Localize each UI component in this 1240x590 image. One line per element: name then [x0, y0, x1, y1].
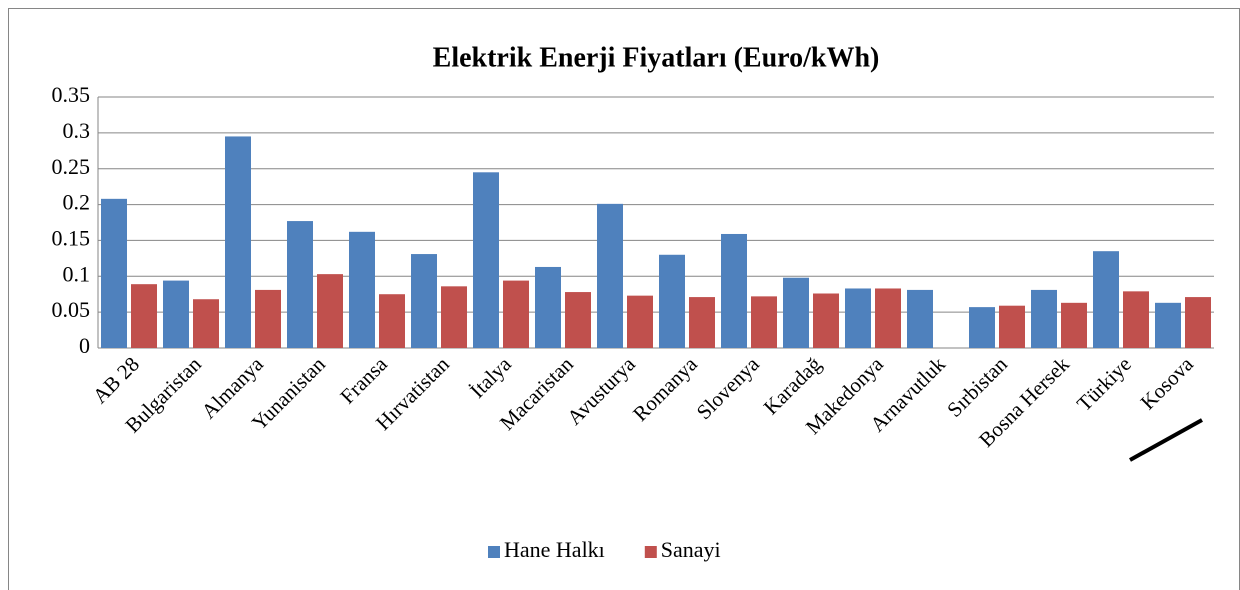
bar [441, 286, 467, 348]
bar [1155, 302, 1181, 348]
bar [689, 297, 715, 348]
bar [225, 136, 251, 348]
legend-label: Hane Halkı [504, 537, 605, 562]
bar [287, 221, 313, 348]
bar [1031, 289, 1057, 348]
y-tick-label: 0.15 [52, 225, 91, 250]
bar [813, 293, 839, 348]
legend-label: Sanayi [661, 537, 721, 562]
y-tick-label: 0.05 [52, 297, 91, 322]
chart-title: Elektrik Enerji Fiyatları (Euro/kWh) [433, 42, 880, 73]
bar [1185, 297, 1211, 348]
bar [597, 203, 623, 348]
y-tick-label: 0.3 [63, 118, 91, 143]
bar [969, 307, 995, 348]
bar [163, 280, 189, 348]
bar [875, 288, 901, 348]
y-tick-label: 0.25 [52, 154, 91, 179]
y-tick-label: 0.2 [63, 190, 91, 215]
legend-swatch [644, 546, 657, 558]
bar [503, 280, 529, 348]
bar [1093, 251, 1119, 348]
bar [411, 254, 437, 348]
bar [999, 305, 1025, 348]
legend-swatch [488, 546, 500, 558]
bar [659, 254, 685, 348]
bar [565, 292, 591, 348]
annotation-stroke [1129, 418, 1203, 462]
bar [783, 277, 809, 348]
bar [751, 296, 777, 348]
bar [721, 233, 747, 348]
y-tick-label: 0 [79, 333, 90, 358]
bar [349, 231, 375, 348]
bar [627, 295, 653, 348]
bar [131, 284, 157, 348]
bar [845, 288, 871, 348]
bar [379, 294, 405, 348]
y-tick-label: 0.35 [52, 82, 91, 107]
bar [317, 274, 343, 348]
bar [1123, 291, 1149, 348]
bar [535, 266, 561, 348]
bar [101, 198, 127, 348]
bar [907, 289, 933, 348]
bar [193, 299, 219, 348]
bar [473, 172, 499, 348]
y-tick-label: 0.1 [63, 261, 91, 286]
bar [255, 289, 281, 348]
bar [1061, 302, 1087, 348]
